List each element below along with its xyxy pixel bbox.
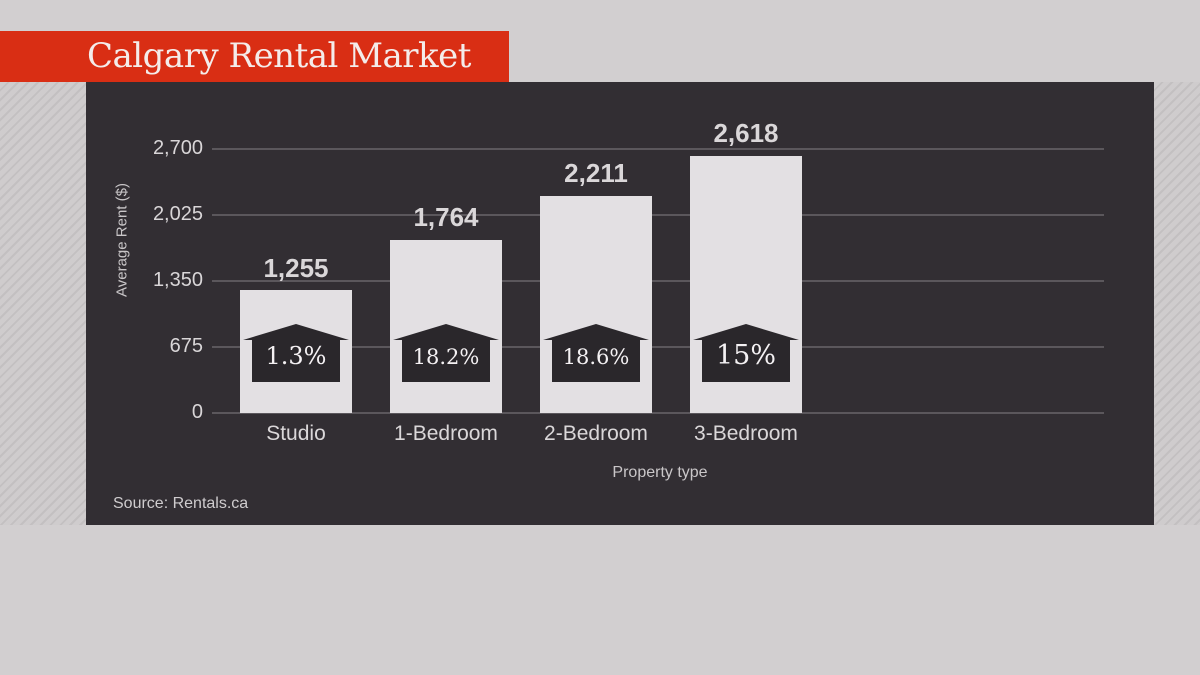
y-tick: 0	[191, 401, 203, 423]
y-tick: 1,350	[152, 269, 203, 291]
house-badge: 1.3%	[243, 322, 349, 382]
house-icon	[393, 324, 499, 382]
value-label: 1,255	[263, 253, 329, 283]
x-axis-label: Property type	[612, 464, 708, 481]
house-badge: 18.6%	[543, 322, 649, 382]
gridline-2025	[212, 214, 1104, 216]
value-label: 2,211	[564, 158, 628, 188]
y-tick: 2,700	[152, 137, 203, 159]
x-tick: 1-Bedroom	[394, 422, 498, 445]
house-badge: 15%	[693, 322, 799, 382]
x-tick: 3-Bedroom	[694, 422, 798, 445]
house-icon	[693, 324, 799, 382]
house-icon	[543, 324, 649, 382]
gridline-0	[212, 412, 1104, 414]
source-note: Source: Rentals.ca	[113, 495, 249, 512]
decorative-stripes-right	[1154, 82, 1200, 525]
change-percent: 1.3%	[265, 342, 327, 370]
x-tick: 2-Bedroom	[544, 422, 648, 445]
house-icon	[243, 324, 349, 382]
gridline-1350	[212, 280, 1104, 282]
title-bar	[0, 31, 509, 82]
gridline-2700	[212, 148, 1104, 150]
decorative-stripes-left	[0, 82, 86, 525]
value-label: 1,764	[413, 202, 479, 232]
change-percent: 15%	[715, 340, 776, 371]
y-tick: 2,025	[152, 203, 203, 225]
house-badge: 18.2%	[393, 322, 499, 382]
chart-title: Calgary Rental Market	[87, 36, 471, 76]
value-label: 2,618	[713, 118, 779, 148]
gridline-675	[212, 346, 1104, 348]
change-percent: 18.2%	[412, 345, 480, 369]
change-percent: 18.6%	[562, 345, 630, 369]
y-axis-label: Average Rent ($)	[113, 183, 131, 297]
x-tick: Studio	[266, 422, 326, 445]
y-tick: 675	[169, 335, 203, 357]
